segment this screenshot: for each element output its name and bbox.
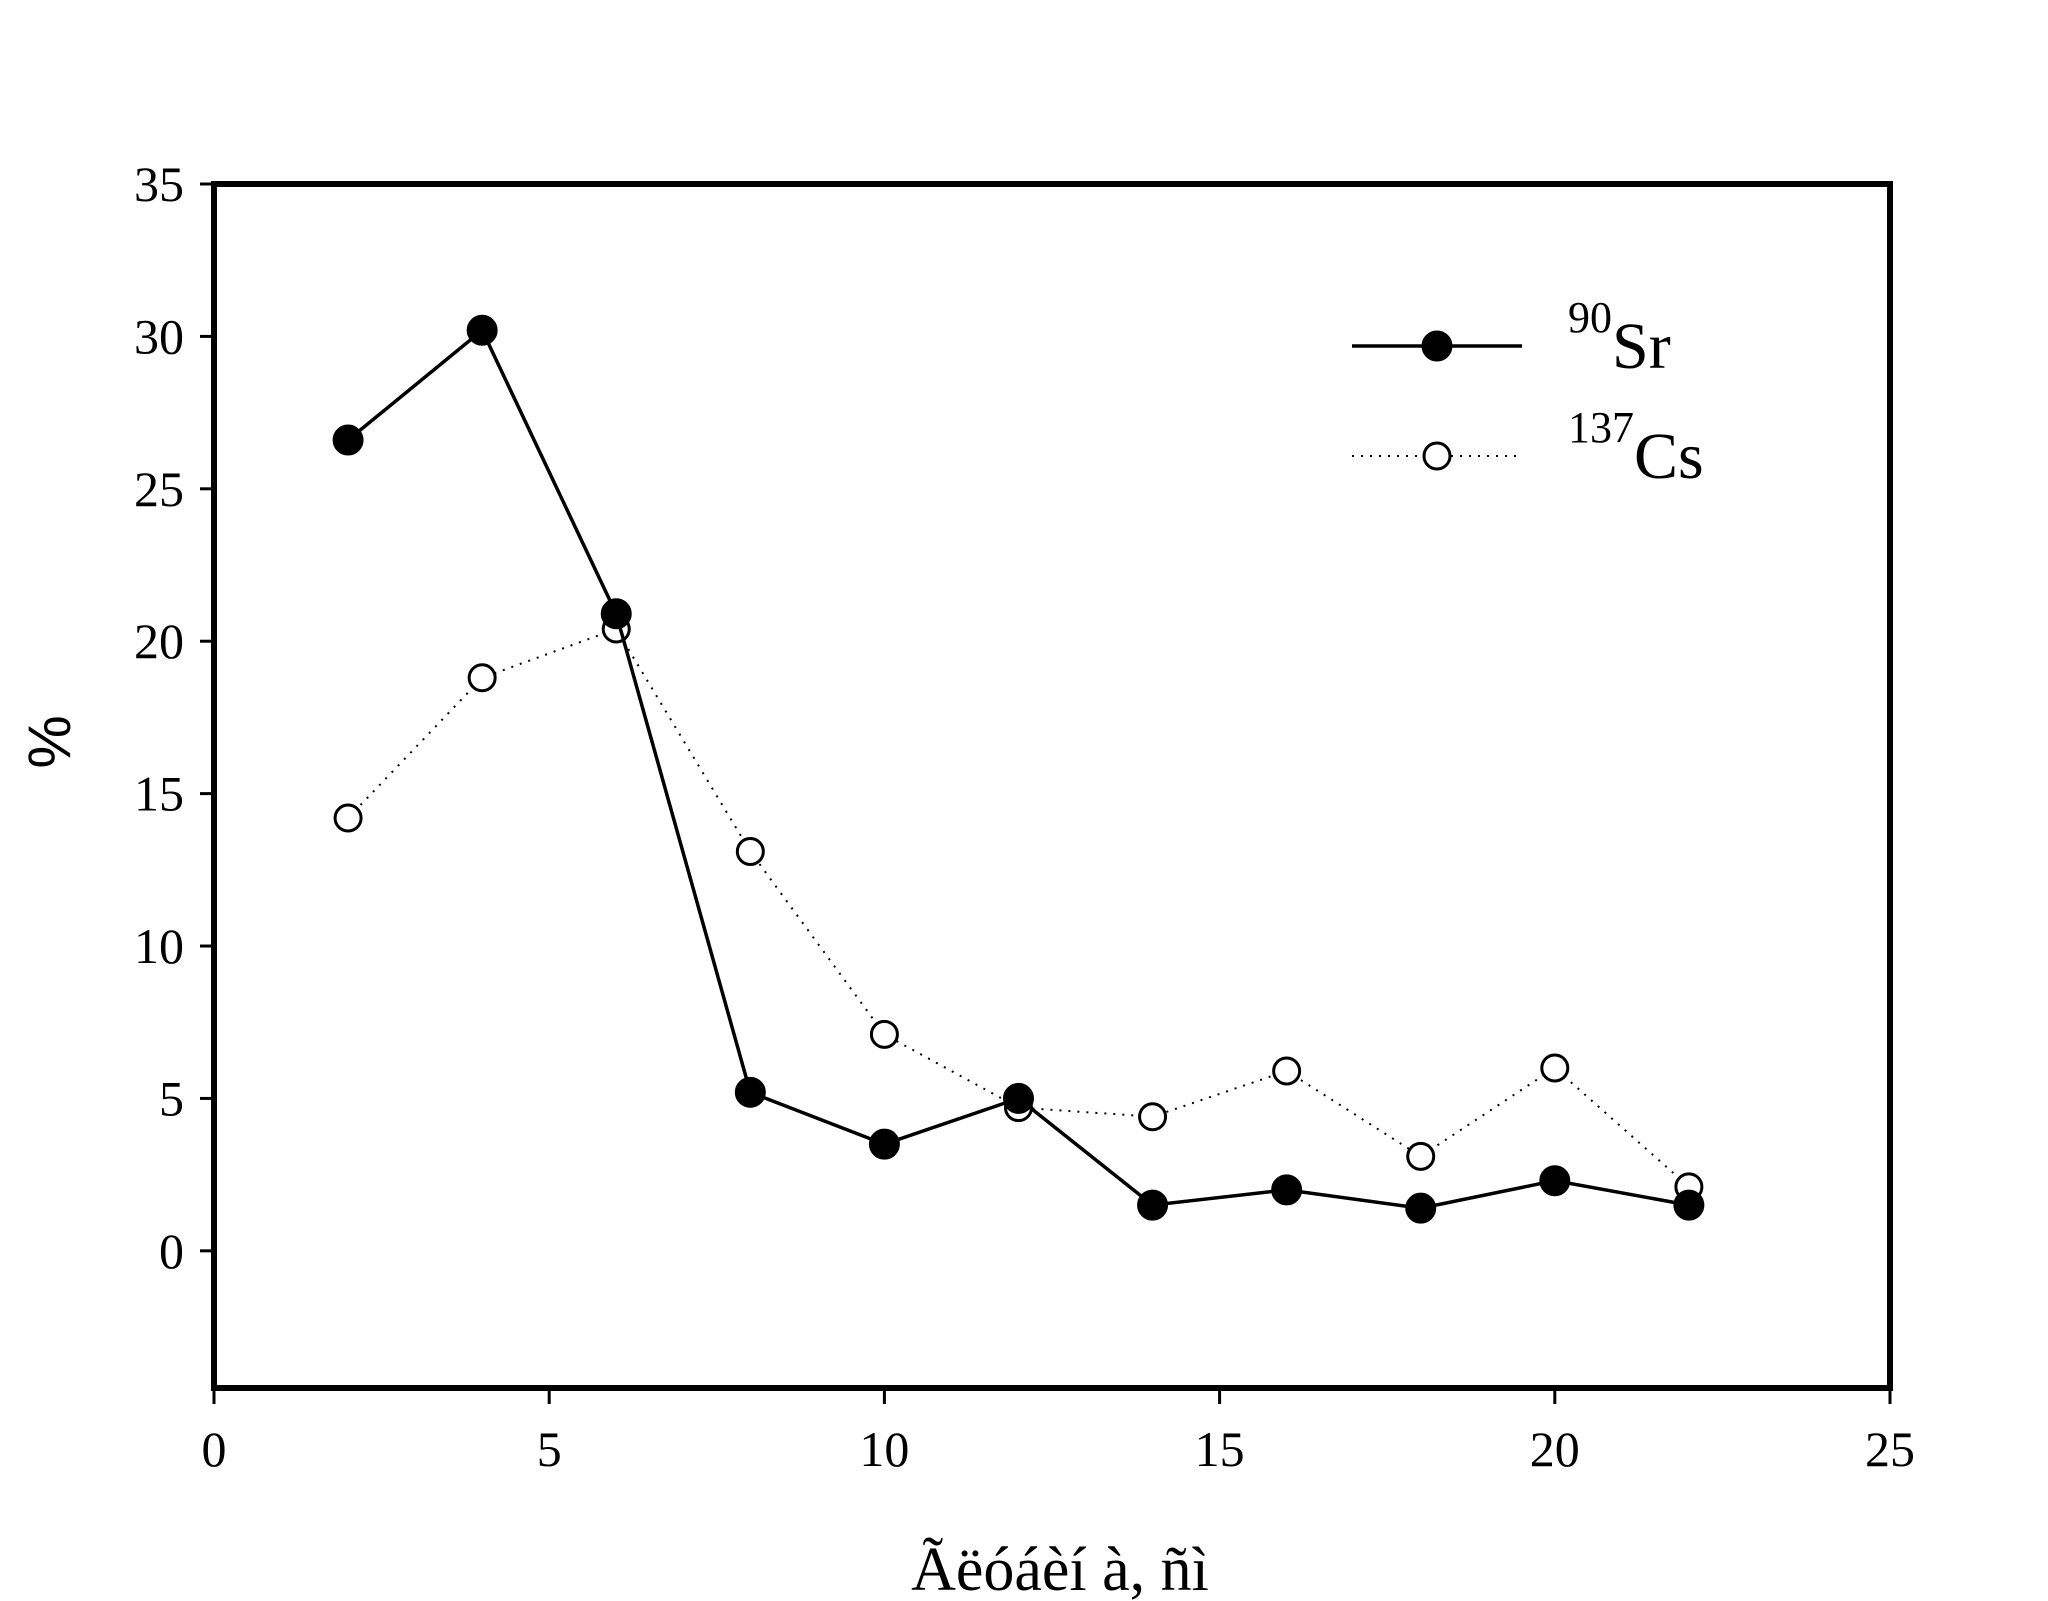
y-tick-label: 35 [134, 156, 184, 212]
data-point-cs [869, 1019, 899, 1049]
legend-marker-cs [1422, 441, 1452, 471]
legend-element: Sr [1612, 310, 1671, 383]
data-point-cs [1272, 1056, 1302, 1086]
y-tick-label: 10 [134, 918, 184, 974]
series-line-cs [347, 627, 1690, 1188]
x-tick-label: 25 [1865, 1421, 1915, 1477]
data-point-cs [1406, 1141, 1436, 1171]
legend: 90Sr 137Cs [1352, 293, 1704, 493]
data-point-sr [1137, 1189, 1169, 1221]
x-axis-title: Ãëóáèí à, ñì [911, 1536, 1209, 1601]
x-tick-label: 5 [537, 1421, 562, 1477]
data-point-cs [1540, 1053, 1570, 1083]
data-point-cs [735, 837, 765, 867]
data-point-sr [1673, 1189, 1705, 1221]
y-tick-label: 20 [134, 613, 184, 669]
x-tick-label: 20 [1530, 1421, 1580, 1477]
x-tick-label: 10 [859, 1421, 909, 1477]
legend-superscript: 137 [1568, 403, 1634, 452]
data-point-sr [466, 314, 498, 346]
legend-marker-sr [1421, 330, 1453, 362]
legend-label-sr: 90Sr [1568, 293, 1671, 383]
data-point-sr [600, 598, 632, 630]
legend-element: Cs [1634, 420, 1704, 493]
x-tick-label: 0 [202, 1421, 227, 1477]
data-point-sr [734, 1076, 766, 1108]
series-line-sr [346, 327, 1690, 1210]
axes: 0 5 10 15 20 25 30 35 0 5 10 15 20 25 [134, 156, 1915, 1477]
data-point-sr [868, 1128, 900, 1160]
y-tick-label: 15 [134, 766, 184, 822]
y-tick-label: 30 [134, 308, 184, 364]
data-point-cs [333, 803, 363, 833]
y-axis-title: % [16, 715, 83, 768]
data-point-sr [1002, 1082, 1034, 1114]
data-point-cs [467, 663, 497, 693]
plot-frame [211, 181, 1893, 1391]
data-point-sr [1405, 1192, 1437, 1224]
x-tick-label: 15 [1195, 1421, 1245, 1477]
data-point-sr [1271, 1174, 1303, 1206]
data-point-cs [1138, 1102, 1168, 1132]
legend-superscript: 90 [1568, 293, 1612, 342]
legend-label-cs: 137Cs [1568, 403, 1704, 493]
data-point-sr [1539, 1165, 1571, 1197]
y-tick-label: 5 [159, 1070, 184, 1126]
series-layer [332, 314, 1705, 1224]
y-tick-label: 25 [134, 461, 184, 517]
y-tick-label: 0 [159, 1223, 184, 1279]
data-point-sr [332, 424, 364, 456]
